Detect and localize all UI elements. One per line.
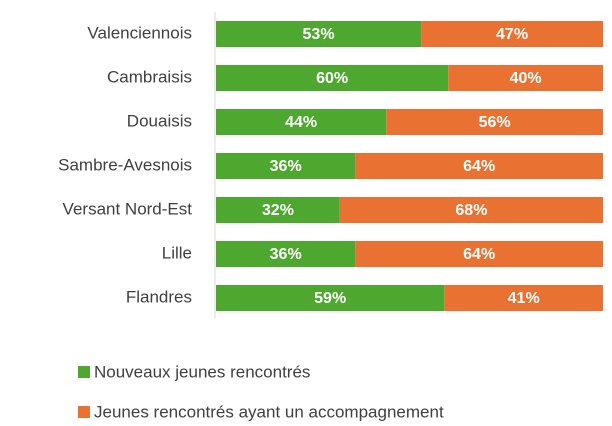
value-label: 40% xyxy=(510,70,542,87)
value-label: 36% xyxy=(270,158,302,175)
bar-segment xyxy=(386,109,603,135)
legend-label: Jeunes rencontrés ayant un accompagnemen… xyxy=(94,402,444,421)
y-tick-label: Valenciennois xyxy=(87,23,192,42)
y-tick-label: Cambraisis xyxy=(107,67,192,86)
value-label: 68% xyxy=(455,202,487,219)
y-tick-label: Sambre-Avesnois xyxy=(58,155,192,174)
y-tick-label: Flandres xyxy=(126,287,192,306)
y-tick-label: Versant Nord-Est xyxy=(63,199,193,218)
bar-segment xyxy=(216,109,387,135)
bar-segment xyxy=(216,21,422,47)
value-label: 59% xyxy=(314,290,346,307)
value-label: 41% xyxy=(508,290,540,307)
value-label: 60% xyxy=(316,70,348,87)
bar-segment xyxy=(355,153,603,179)
y-tick-label: Douaisis xyxy=(127,111,192,130)
legend-label: Nouveaux jeunes rencontrés xyxy=(94,362,310,381)
value-label: 36% xyxy=(270,246,302,263)
bar-segment xyxy=(216,153,356,179)
value-label: 56% xyxy=(479,114,511,131)
bar-segment xyxy=(339,197,603,223)
value-label: 44% xyxy=(285,114,317,131)
y-tick-label: Lille xyxy=(162,243,192,262)
value-label: 64% xyxy=(463,158,495,175)
bar-segment xyxy=(216,241,356,267)
bar-segment xyxy=(216,285,445,311)
value-label: 47% xyxy=(496,26,528,43)
value-label: 53% xyxy=(303,26,335,43)
bar-segment xyxy=(216,197,340,223)
bar-segment xyxy=(216,65,449,91)
legend-swatch xyxy=(78,366,90,378)
bar-segment xyxy=(421,21,603,47)
bar-segment xyxy=(444,285,603,311)
bar-segment xyxy=(448,65,603,91)
value-label: 32% xyxy=(262,202,294,219)
value-label: 64% xyxy=(463,246,495,263)
bar-segment xyxy=(355,241,603,267)
legend-swatch xyxy=(78,406,90,418)
